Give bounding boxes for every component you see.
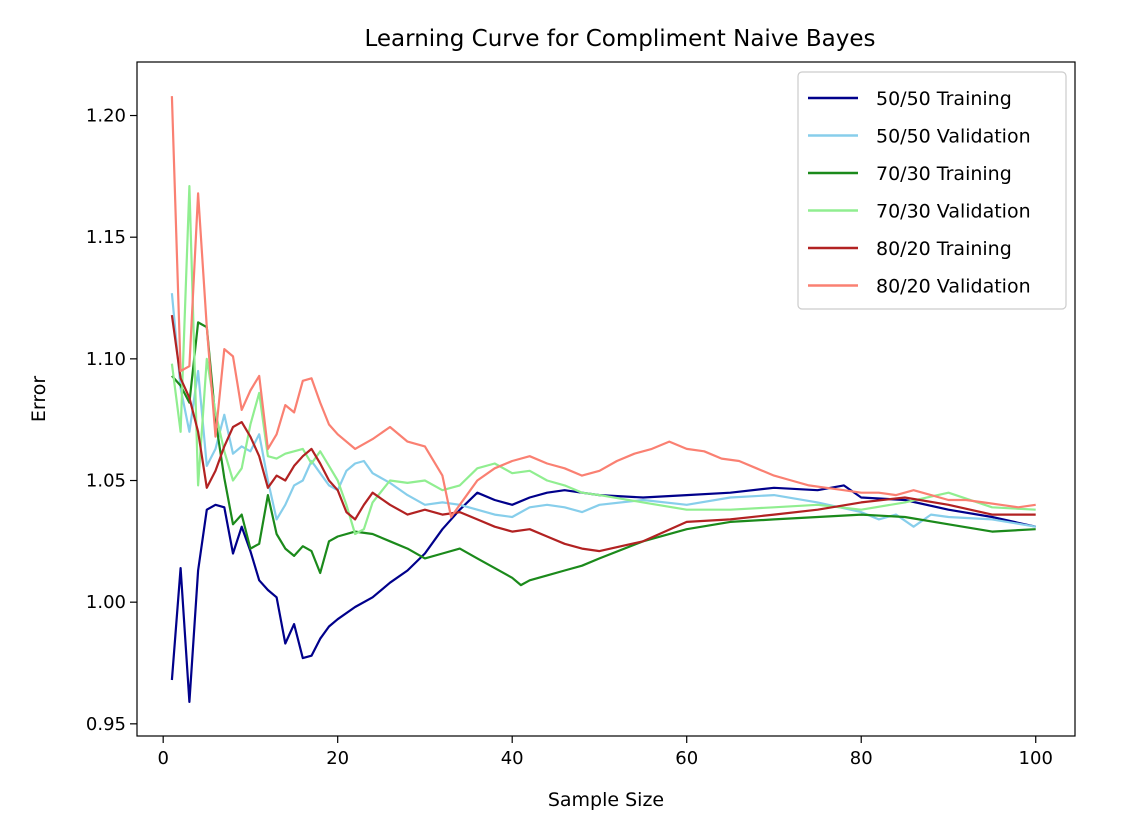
x-tick-label: 80 — [850, 748, 873, 769]
series-line-0 — [170, 484, 1036, 704]
x-axis-label: Sample Size — [548, 789, 664, 811]
y-tick-label: 0.95 — [86, 714, 126, 735]
chart-title: Learning Curve for Compliment Naive Baye… — [364, 26, 875, 52]
y-tick-label: 1.00 — [86, 592, 126, 613]
series-line-1 — [170, 293, 1036, 528]
x-axis: 0 20 40 60 80 100 — [157, 736, 1053, 769]
y-tick-label: 1.15 — [86, 227, 126, 248]
plot-area-frame — [136, 61, 1076, 737]
y-axis: 0.95 1.00 1.05 1.10 1.15 1.20 — [86, 106, 137, 735]
legend-label-5: 80/20 Validation — [876, 276, 1031, 298]
x-tick-label: 20 — [326, 748, 349, 769]
x-tick-label: 60 — [675, 748, 698, 769]
legend-label-2: 70/30 Training — [876, 163, 1012, 185]
series-line-4 — [170, 314, 1036, 553]
legend-box — [797, 71, 1067, 310]
legend-label-1: 50/50 Validation — [876, 126, 1031, 148]
legend-label-0: 50/50 Training — [876, 88, 1012, 110]
x-tick-label: 40 — [501, 748, 524, 769]
series-line-3 — [170, 185, 1036, 536]
y-tick-label: 1.10 — [86, 349, 126, 370]
y-axis-label: Error — [28, 376, 50, 423]
legend-label-3: 70/30 Validation — [876, 201, 1031, 223]
series-line-5 — [170, 96, 1036, 519]
legend: 50/50 Training 50/50 Validation 70/30 Trai… — [797, 71, 1067, 310]
legend-label-4: 80/20 Training — [876, 238, 1012, 260]
y-tick-label: 1.05 — [86, 471, 126, 492]
y-tick-label: 1.20 — [86, 106, 126, 127]
series-layer — [170, 96, 1036, 704]
x-tick-label: 0 — [157, 748, 168, 769]
series-line-2 — [171, 321, 1036, 587]
x-tick-label: 100 — [1019, 748, 1053, 769]
